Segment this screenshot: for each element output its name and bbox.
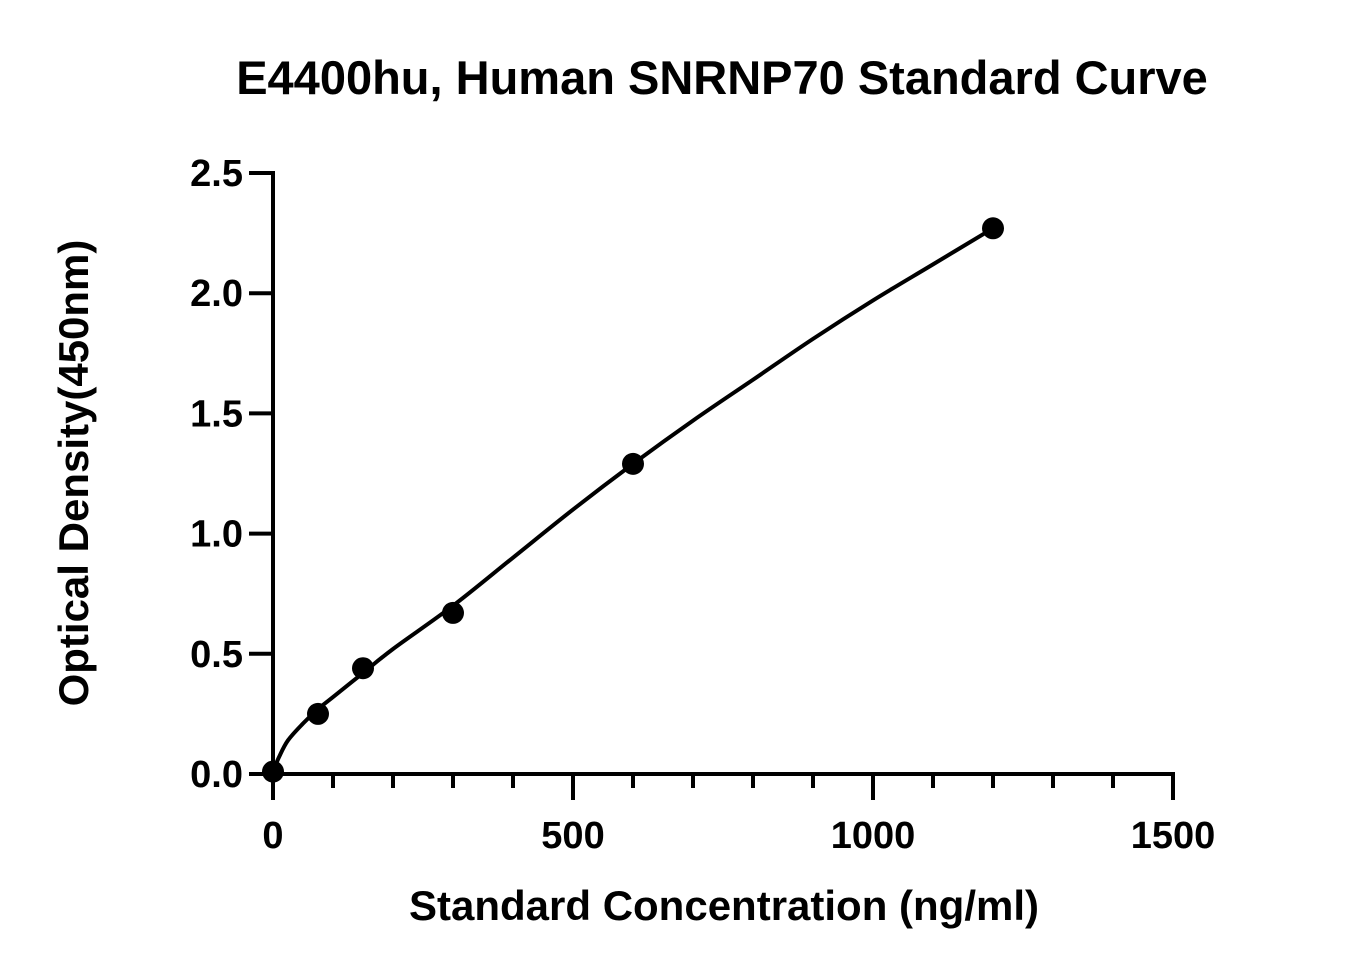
x-axis-ticks: 0 500 1000 1500 <box>262 774 1215 857</box>
chart-title: E4400hu, Human SNRNP70 Standard Curve <box>236 51 1208 104</box>
data-points <box>262 217 1004 783</box>
x-axis-label: Standard Concentration (ng/ml) <box>409 882 1039 929</box>
y-tick-label: 2.0 <box>190 273 243 315</box>
plot-area: 0.0 0.5 1.0 1.5 2.0 2.5 0 500 1000 1500 <box>190 153 1215 857</box>
x-tick-label: 1000 <box>831 815 916 857</box>
y-axis-ticks: 0.0 0.5 1.0 1.5 2.0 2.5 <box>190 153 273 796</box>
y-tick-label: 2.5 <box>190 153 243 195</box>
data-point <box>442 601 464 624</box>
y-axis-label: Optical Density(450nm) <box>50 240 97 707</box>
y-tick-label: 0.0 <box>190 754 243 796</box>
x-tick-label: 500 <box>541 815 604 857</box>
fit-curve <box>271 226 995 773</box>
y-tick-label: 0.5 <box>190 634 243 676</box>
data-point <box>307 702 329 725</box>
y-tick-label: 1.0 <box>190 514 243 556</box>
data-point <box>982 217 1004 240</box>
data-point <box>622 452 644 475</box>
data-point <box>352 657 374 680</box>
x-tick-label: 0 <box>262 815 283 857</box>
x-tick-label: 1500 <box>1131 815 1216 857</box>
y-tick-label: 1.5 <box>190 393 243 435</box>
